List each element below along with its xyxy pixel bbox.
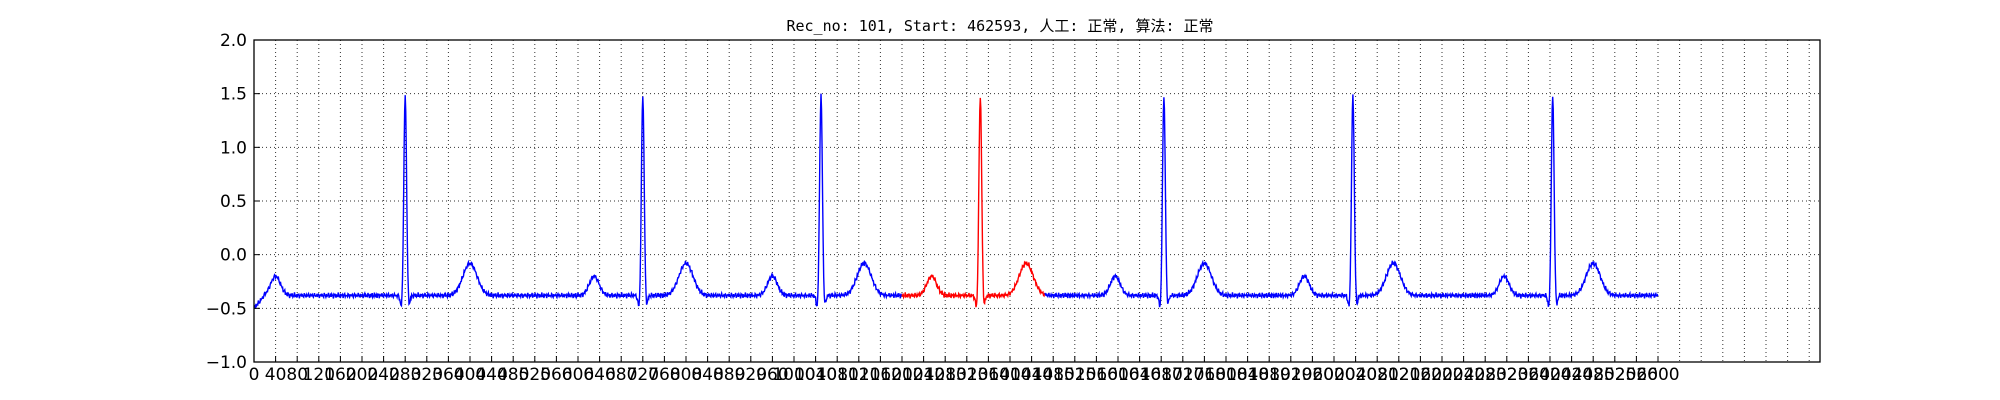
x-tick-label: 400 [454, 365, 486, 385]
x-tick-label: 280 [389, 365, 421, 385]
x-tick-label: 1880 [1248, 365, 1291, 385]
x-tick-label: 2600 [1636, 365, 1679, 385]
x-tick-label: 1640 [1118, 365, 1161, 385]
ecg-series [253, 93, 903, 309]
x-tick-label: 1440 [1010, 365, 1053, 385]
x-tick-label: 1480 [1032, 365, 1075, 385]
chart-title: Rec_no: 101, Start: 462593, 人工: 正常, 算法: … [786, 17, 1213, 35]
x-tick-label: 2320 [1485, 365, 1528, 385]
x-tick-label: 1840 [1226, 365, 1269, 385]
series-layer [253, 93, 1659, 309]
plot-frame [253, 39, 1821, 363]
x-tick-label: 1200 [880, 365, 923, 385]
x-tick-label: 520 [519, 365, 551, 385]
x-tick-label: 2240 [1442, 365, 1485, 385]
x-tick-label: 560 [540, 365, 572, 385]
x-tick-label: 1040 [794, 365, 837, 385]
y-tick-label: 0.5 [220, 192, 247, 212]
y-tick-label: 1.5 [220, 85, 247, 105]
x-tick-label: 2200 [1420, 365, 1463, 385]
x-tick-label: 760 [648, 365, 680, 385]
x-tick-label: 1280 [924, 365, 967, 385]
x-tick-label: 1520 [1053, 365, 1096, 385]
x-tick-label: 2040 [1334, 365, 1377, 385]
x-tick-label: 440 [475, 365, 507, 385]
x-tick-label: 680 [605, 365, 637, 385]
x-tick-label: 320 [411, 365, 443, 385]
x-tick-label: 1360 [967, 365, 1010, 385]
x-tick-label: 1760 [1183, 365, 1226, 385]
x-tick-label: 80 [286, 365, 308, 385]
x-tick-label: 240 [367, 365, 399, 385]
x-tick-label: 120 [303, 365, 335, 385]
x-tick-label: 1120 [837, 365, 880, 385]
x-tick-label: 2360 [1507, 365, 1550, 385]
y-tick-label: 0.0 [220, 246, 247, 266]
x-tick-label: 960 [756, 365, 788, 385]
ecg-series [1044, 94, 1659, 308]
x-tick-label: 2520 [1593, 365, 1636, 385]
x-tick-label: 0 [249, 365, 260, 385]
x-tick-label: 1160 [859, 365, 902, 385]
x-tick-label: 1080 [816, 365, 859, 385]
x-tick-label: 2480 [1572, 365, 1615, 385]
x-tick-label: 1600 [1096, 365, 1139, 385]
x-tick-label: 920 [735, 365, 767, 385]
x-tick-label: 160 [324, 365, 356, 385]
x-tick-label: 1400 [988, 365, 1031, 385]
ecg-series-highlight [901, 97, 1046, 308]
x-tick-label: 1320 [945, 365, 988, 385]
y-tick-label: 1.0 [220, 138, 247, 158]
x-tick-label: 1680 [1140, 365, 1183, 385]
x-tick-label: 200 [346, 365, 378, 385]
x-tick-label: 1000 [772, 365, 815, 385]
x-tick-label: 2280 [1464, 365, 1507, 385]
x-tick-label: 2000 [1312, 365, 1355, 385]
x-tick-label: 40 [265, 365, 287, 385]
y-tick-label: −1.0 [206, 353, 247, 373]
axis-layer: −1.0−0.50.00.51.01.52.00 40 80120160200240… [206, 31, 1680, 385]
x-tick-label: 1800 [1204, 365, 1247, 385]
x-tick-label: 1720 [1161, 365, 1204, 385]
x-tick-label: 720 [627, 365, 659, 385]
x-tick-label: 1960 [1291, 365, 1334, 385]
x-tick-label: 480 [497, 365, 529, 385]
x-tick-label: 1240 [902, 365, 945, 385]
x-tick-label: 2160 [1399, 365, 1442, 385]
x-tick-label: 600 [562, 365, 594, 385]
x-tick-label: 840 [691, 365, 723, 385]
x-tick-label: 640 [583, 365, 615, 385]
grid-layer [253, 39, 1820, 363]
x-tick-label: 880 [713, 365, 745, 385]
x-tick-label: 2120 [1377, 365, 1420, 385]
x-tick-label: 360 [432, 365, 464, 385]
y-tick-label: −0.5 [206, 299, 247, 319]
x-tick-label: 2440 [1550, 365, 1593, 385]
x-tick-label: 2080 [1356, 365, 1399, 385]
x-tick-label: 1920 [1269, 365, 1312, 385]
x-tick-label: 2400 [1528, 365, 1571, 385]
y-tick-label: 2.0 [220, 31, 247, 51]
x-tick-label: 2560 [1615, 365, 1658, 385]
x-tick-label: 1560 [1075, 365, 1118, 385]
x-tick-label: 800 [670, 365, 702, 385]
